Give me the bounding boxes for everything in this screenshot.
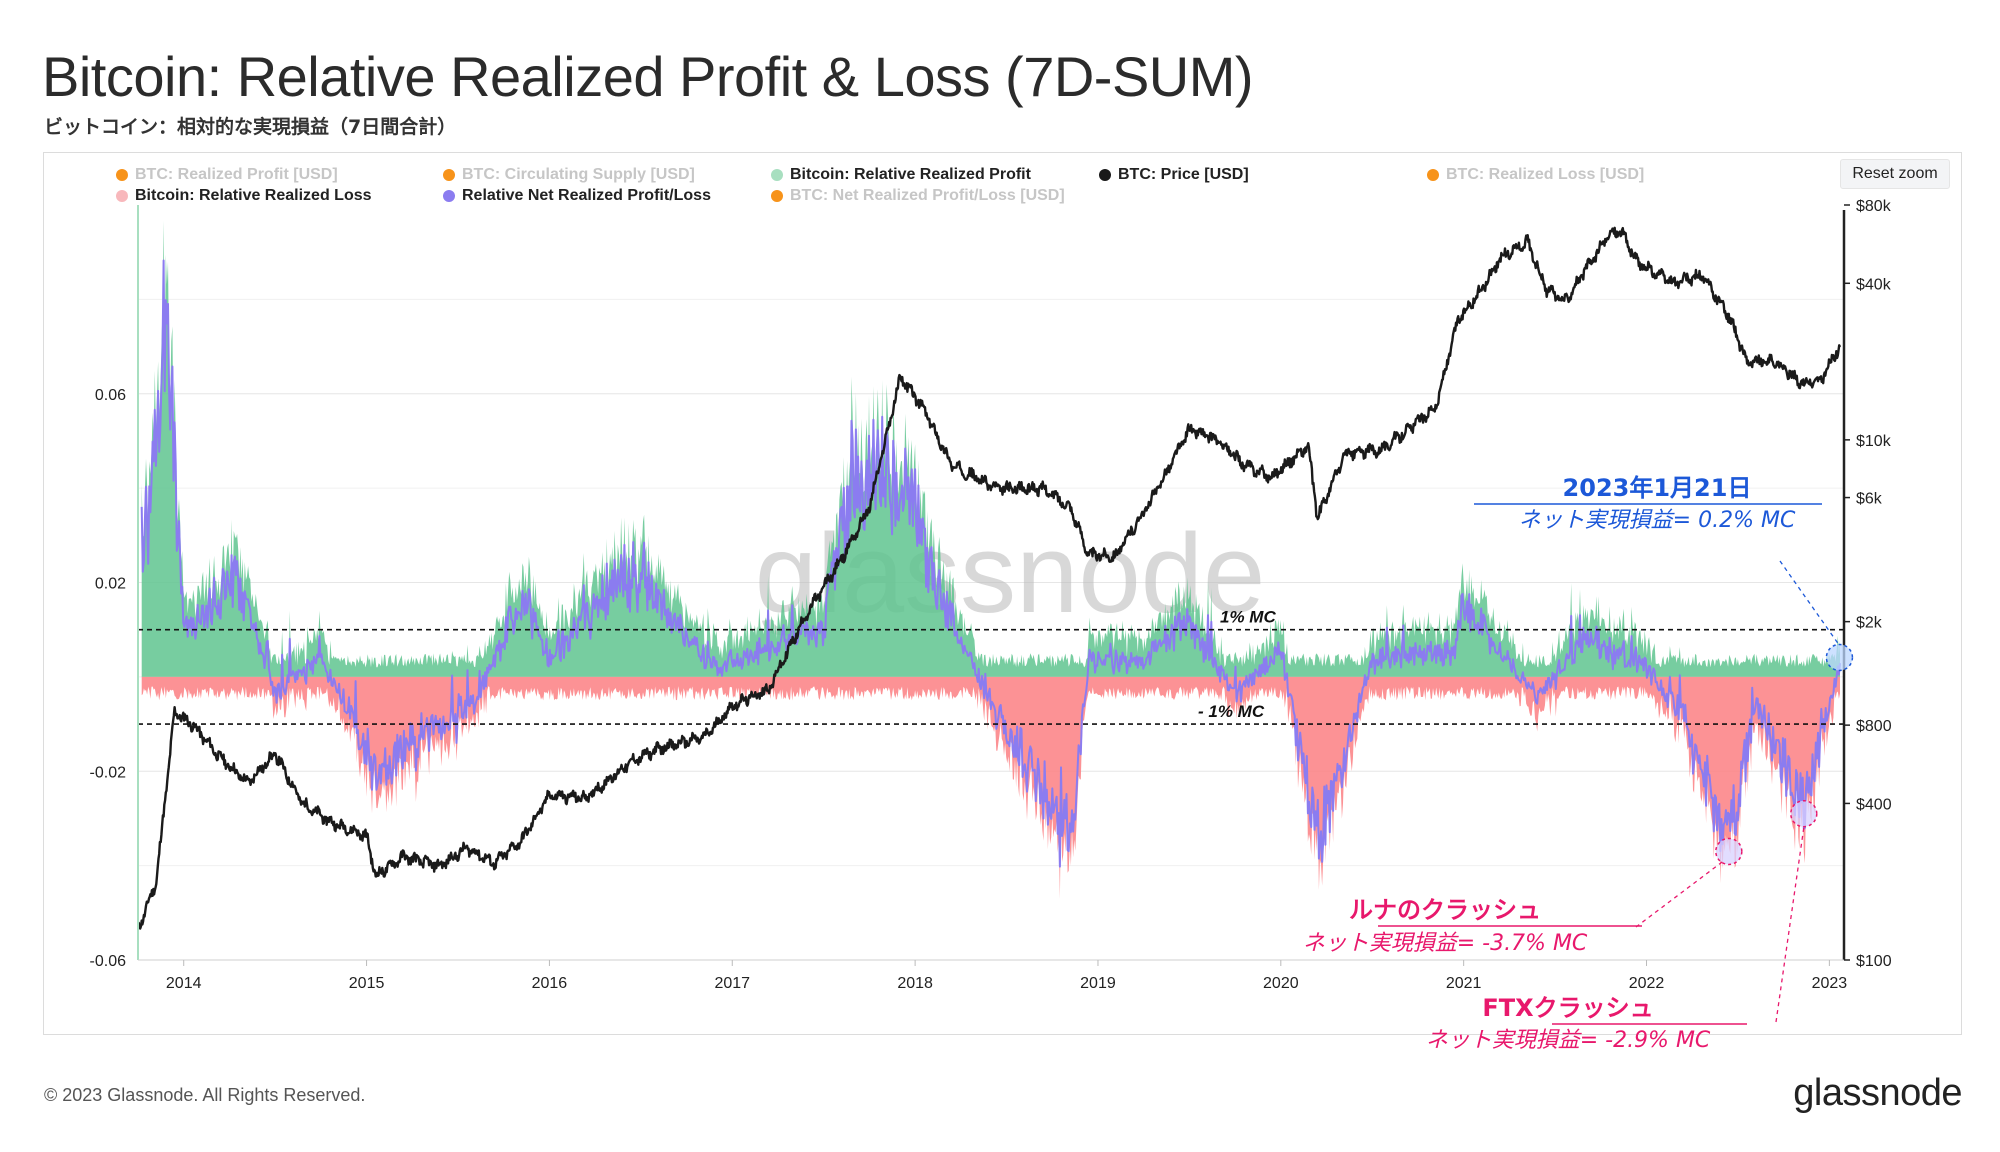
- chart-subtitle: ビットコイン：相対的な実現損益（7日間合計）: [44, 116, 457, 138]
- x-axis-tick-label: 2021: [1446, 975, 1482, 992]
- reference-line-label: - 1% MC: [1198, 702, 1265, 721]
- axes: 0.06 0.02 -0.02 -0.06 $80k $40k $10k $6k $2k $800…: [90, 198, 1892, 992]
- legend-label: BTC: Realized Loss [USD]: [1446, 166, 1645, 183]
- plot-area: [138, 220, 1842, 930]
- x-axis-tick-label: 2023: [1812, 975, 1848, 992]
- legend-swatch: [1427, 169, 1439, 181]
- legend-label: Bitcoin: Relative Realized Profit: [790, 166, 1031, 183]
- reset-zoom-button[interactable]: Reset zoom: [1840, 159, 1950, 189]
- legend-item[interactable]: BTC: Realized Profit [USD]: [116, 166, 338, 184]
- annotation-markers: [1715, 643, 1854, 866]
- annotation-marker-2023-01-21: [1825, 643, 1854, 672]
- x-axis-tick-label: 2018: [897, 975, 933, 992]
- right-axis-tick-label: $6k: [1856, 491, 1883, 508]
- annotation-leader-ftx: [1775, 827, 1805, 1023]
- legend-item[interactable]: BTC: Price [USD]: [1099, 166, 1249, 184]
- annotation-2023-01-21-value: ネット実現損益= 0.2% MC: [1519, 508, 1796, 533]
- relative-net-realized-profit-loss-line: [140, 259, 1841, 868]
- right-axis-tick-label: $10k: [1856, 433, 1892, 450]
- right-axis-tick-label: $40k: [1856, 276, 1892, 293]
- legend-item[interactable]: BTC: Realized Loss [USD]: [1427, 166, 1644, 184]
- x-axis-tick-label: 2017: [714, 975, 750, 992]
- legend-swatch: [1099, 169, 1111, 181]
- legend-label: Bitcoin: Relative Realized Loss: [135, 187, 372, 204]
- left-axis-tick-label: 0.02: [95, 576, 126, 593]
- legend-item[interactable]: BTC: Circulating Supply [USD]: [443, 166, 695, 184]
- legend-swatch: [443, 169, 455, 181]
- x-axis-tick-label: 2014: [166, 975, 202, 992]
- legend-item[interactable]: Bitcoin: Relative Realized Loss: [116, 187, 372, 205]
- legend-label: BTC: Circulating Supply [USD]: [462, 166, 695, 183]
- legend-swatch: [771, 169, 783, 181]
- legend-swatch: [443, 190, 455, 202]
- reference-lines: 1% MC - 1% MC: [138, 608, 1844, 725]
- brand-logo: glassnode: [1793, 1072, 1962, 1114]
- left-axis-tick-label: -0.06: [90, 953, 127, 970]
- x-axis-tick-label: 2015: [349, 975, 385, 992]
- legend-item[interactable]: Relative Net Realized Profit/Loss: [443, 187, 711, 205]
- x-axis-tick-label: 2019: [1080, 975, 1116, 992]
- legend-label: Relative Net Realized Profit/Loss: [462, 187, 711, 204]
- reference-line-label: 1% MC: [1220, 608, 1276, 627]
- legend-swatch: [116, 190, 128, 202]
- annotation-marker-ftx: [1790, 799, 1818, 828]
- annotation-ftx-title: FTXクラッシュ: [1482, 994, 1653, 1022]
- legend-item[interactable]: Bitcoin: Relative Realized Profit: [771, 166, 1031, 184]
- copyright-footer: © 2023 Glassnode. All Rights Reserved.: [44, 1085, 366, 1105]
- left-axis-tick-label: -0.02: [90, 764, 127, 781]
- x-axis-tick-label: 2020: [1263, 975, 1299, 992]
- annotation-luna-value: ネット実現損益= -3.7% MC: [1303, 931, 1588, 956]
- x-axis-tick-label: 2022: [1629, 975, 1665, 992]
- right-axis-tick-label: $800: [1856, 718, 1892, 735]
- annotation-luna-title: ルナのクラッシュ: [1349, 896, 1541, 924]
- chart-panel: [43, 152, 1962, 1035]
- left-axis-tick-label: 0.06: [95, 387, 126, 404]
- annotation-ftx-value: ネット実現損益= -2.9% MC: [1426, 1028, 1711, 1053]
- x-axis-tick-label: 2016: [532, 975, 568, 992]
- legend-swatch: [116, 169, 128, 181]
- chart-title: Bitcoin: Relative Realized Profit & Loss…: [42, 45, 1254, 108]
- annotation-marker-luna: [1715, 837, 1743, 866]
- right-axis-tick-label: $100: [1856, 953, 1892, 970]
- right-axis-tick-label: $2k: [1856, 615, 1883, 632]
- annotation-leader-2023-01-21: [1779, 560, 1840, 646]
- relative-realized-loss-area: [141, 676, 1841, 899]
- legend-item[interactable]: BTC: Net Realized Profit/Loss [USD]: [771, 187, 1065, 205]
- legend-swatch: [771, 190, 783, 202]
- right-axis-tick-label: $400: [1856, 796, 1892, 813]
- annotation-leader-luna: [1635, 860, 1724, 928]
- btc-price-line: [138, 226, 1842, 930]
- legend-label: BTC: Net Realized Profit/Loss [USD]: [790, 187, 1065, 204]
- annotation-2023-01-21-title: 2023年1月21日: [1563, 474, 1752, 502]
- legend-label: BTC: Realized Profit [USD]: [135, 166, 338, 183]
- right-axis-tick-label: $80k: [1856, 198, 1892, 215]
- legend-label: BTC: Price [USD]: [1118, 166, 1249, 183]
